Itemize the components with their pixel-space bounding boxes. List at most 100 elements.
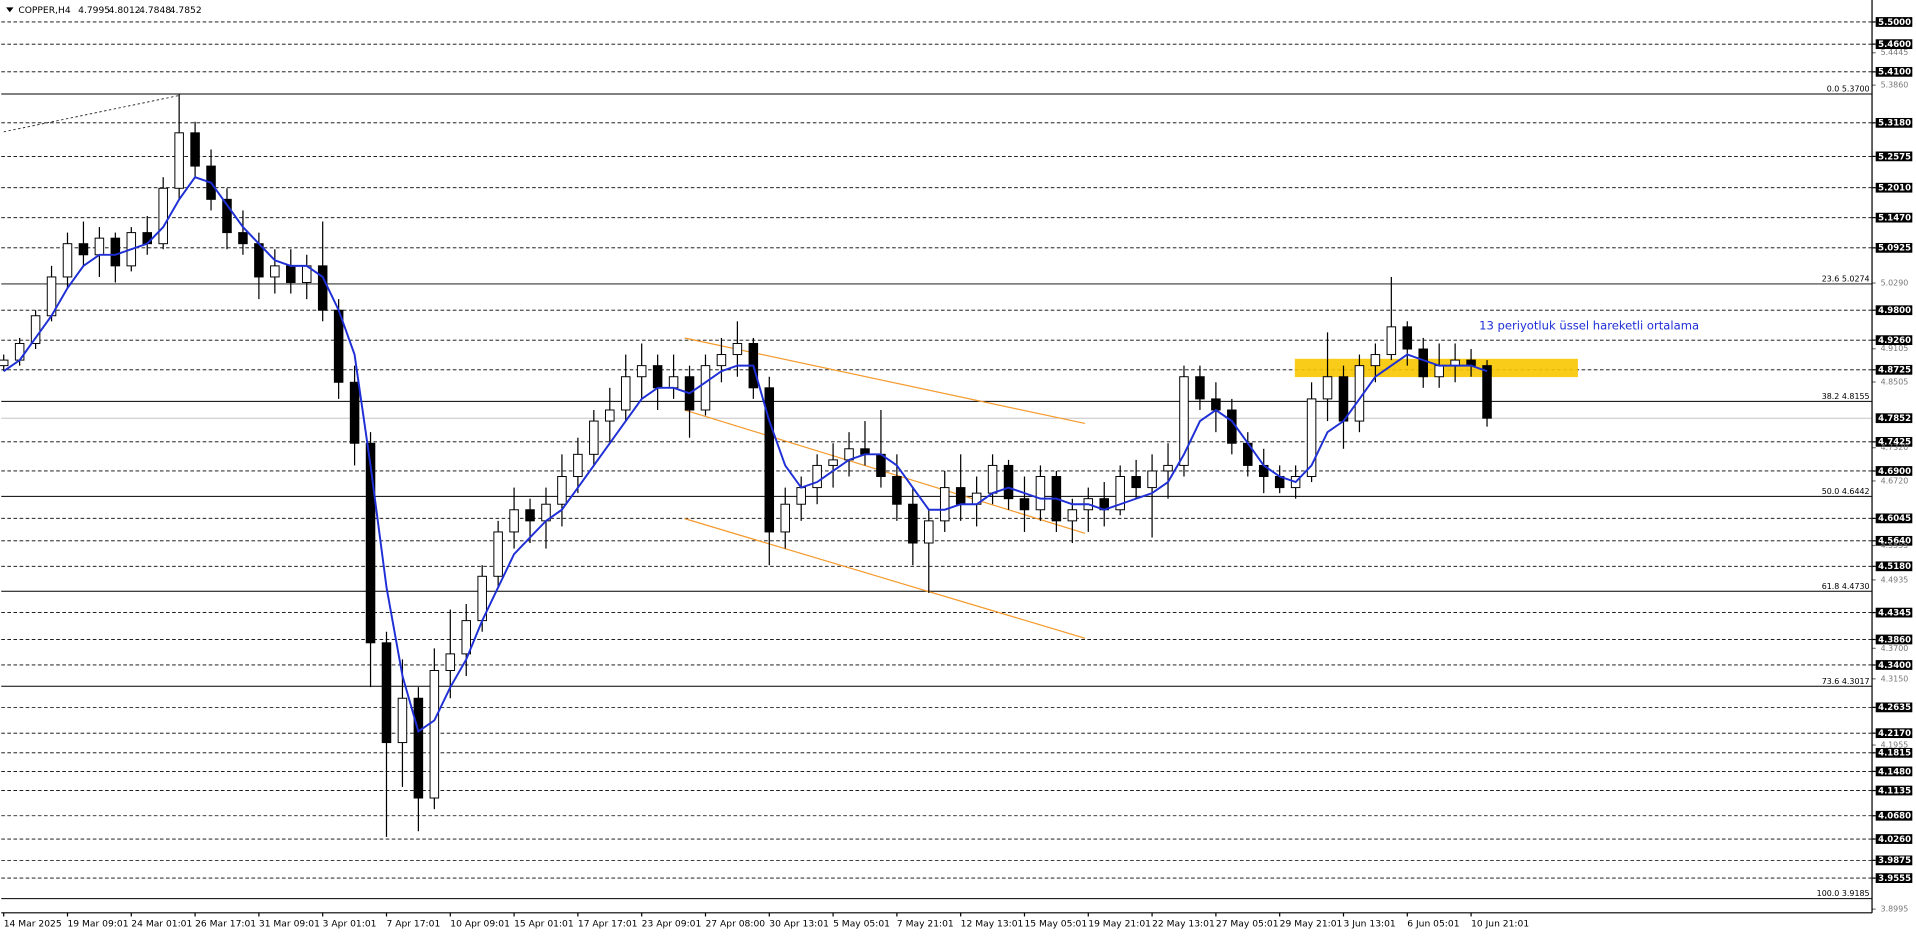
- price-label-box: [1875, 747, 1913, 758]
- candle-body: [1370, 354, 1381, 367]
- price-label-box: [1875, 634, 1913, 645]
- x-tick-label: 7 May 21:01: [897, 919, 954, 929]
- x-tick-label: 26 Mar 17:01: [195, 919, 256, 929]
- candle-body: [1019, 498, 1030, 511]
- price-label-box: [1875, 466, 1913, 476]
- y-tick-label: 4.3150: [1881, 674, 1909, 683]
- candle-body: [605, 409, 615, 422]
- price-label-box: [1875, 834, 1913, 844]
- price-label-box: [1875, 39, 1913, 50]
- candle-body: [78, 243, 89, 256]
- price-label-box: [1875, 810, 1913, 821]
- y-tick-label: 4.6720: [1881, 476, 1909, 485]
- price-label: 5.5000: [1878, 18, 1911, 28]
- channel-line: [684, 518, 1086, 639]
- x-tick-label: 30 Apr 13:01: [769, 919, 829, 929]
- y-tick-label: 3.8995: [1881, 905, 1909, 914]
- candle-body: [158, 187, 168, 245]
- price-label: 4.9260: [1878, 336, 1911, 346]
- candle-body: [939, 487, 950, 522]
- candle-body: [365, 442, 376, 644]
- price-label: 4.5180: [1878, 562, 1911, 572]
- price-label: 5.1470: [1878, 214, 1911, 224]
- candle-body: [589, 420, 599, 455]
- candle-body: [557, 476, 567, 505]
- y-tick-label: 5.0290: [1881, 279, 1909, 288]
- price-label: 5.2575: [1878, 152, 1911, 162]
- candle-body: [1067, 509, 1078, 522]
- candle-body: [812, 464, 822, 489]
- price-label: 4.1480: [1878, 767, 1911, 777]
- candle-body: [286, 265, 296, 283]
- quote-open: 4.7995: [78, 6, 110, 16]
- fib-label: 73.6 4.3017: [1822, 677, 1870, 686]
- price-label: 4.3400: [1878, 661, 1911, 671]
- price-label-box: [1875, 335, 1913, 346]
- fib-label: 23.6 5.0274: [1822, 275, 1870, 284]
- candle-body: [1338, 376, 1349, 422]
- candle-body: [1179, 376, 1189, 466]
- candle-body: [652, 365, 663, 389]
- quote-high: 4.8012: [109, 6, 141, 16]
- y-tick-label: 4.7320: [1881, 443, 1909, 452]
- quote-close: 4.7852: [170, 6, 202, 16]
- candle-body: [493, 531, 503, 577]
- candle-body: [1434, 365, 1444, 378]
- price-label-box: [1875, 151, 1913, 162]
- x-tick-label: 17 Apr 17:01: [578, 919, 638, 929]
- candle-body: [413, 697, 424, 799]
- fib-label: 61.8 4.4730: [1822, 582, 1870, 591]
- y-tick-label: 5.3860: [1881, 81, 1909, 90]
- y-tick-label: 5.4445: [1881, 48, 1909, 57]
- candle-body: [445, 653, 456, 672]
- candle-body: [0, 359, 9, 367]
- candle-body: [254, 243, 264, 278]
- y-tick-label: 4.1955: [1881, 741, 1909, 750]
- price-label-box: [1875, 513, 1913, 524]
- candle-body: [1035, 476, 1046, 511]
- candle-body: [1482, 365, 1492, 419]
- price-label-box: [1875, 660, 1913, 670]
- price-label-box: [1875, 561, 1913, 572]
- candle-body: [1322, 376, 1333, 400]
- candle-body: [876, 453, 886, 477]
- x-tick-label: 6 Jun 05:01: [1407, 919, 1459, 929]
- price-label: 5.2010: [1878, 184, 1911, 194]
- price-label: 4.6900: [1878, 467, 1911, 477]
- candle-body: [270, 265, 280, 278]
- candle-body: [892, 476, 902, 505]
- candle-body: [1163, 464, 1173, 472]
- x-tick-label: 27 May 05:01: [1216, 919, 1279, 929]
- y-tick-label: 4.8505: [1881, 377, 1909, 386]
- y-tick-label: 4.3700: [1881, 644, 1909, 653]
- fib-label: 38.2 4.8155: [1822, 392, 1870, 401]
- price-label-box: [1875, 242, 1913, 253]
- candle-body: [349, 381, 360, 444]
- x-tick-label: 23 Apr 09:01: [642, 919, 702, 929]
- candle-body: [620, 376, 631, 411]
- x-tick-label: 22 May 13:01: [1152, 919, 1215, 929]
- candle-body: [174, 132, 184, 189]
- candle-body: [828, 459, 838, 466]
- price-label-box: [1875, 873, 1913, 883]
- price-label: 4.0260: [1878, 835, 1911, 845]
- x-tick-label: 3 Jun 13:01: [1343, 919, 1395, 929]
- price-label: 5.4100: [1878, 68, 1911, 78]
- candle-body: [955, 487, 966, 505]
- price-label: 5.3180: [1878, 119, 1911, 129]
- candle-body: [381, 642, 392, 744]
- last-price-box: [1875, 413, 1913, 424]
- price-label-box: [1875, 728, 1913, 739]
- price-label: 4.6045: [1878, 514, 1911, 524]
- candle-body: [142, 232, 153, 245]
- x-tick-label: 31 Mar 09:01: [259, 919, 320, 929]
- x-tick-label: 19 Mar 09:01: [67, 919, 128, 929]
- candle-body: [525, 509, 535, 522]
- fib-label: 0.0 5.3700: [1827, 85, 1870, 94]
- candle-body: [1418, 348, 1428, 378]
- x-tick-label: 29 May 21:01: [1280, 919, 1343, 929]
- price-label-box: [1875, 66, 1913, 77]
- x-tick-label: 12 May 13:01: [961, 919, 1024, 929]
